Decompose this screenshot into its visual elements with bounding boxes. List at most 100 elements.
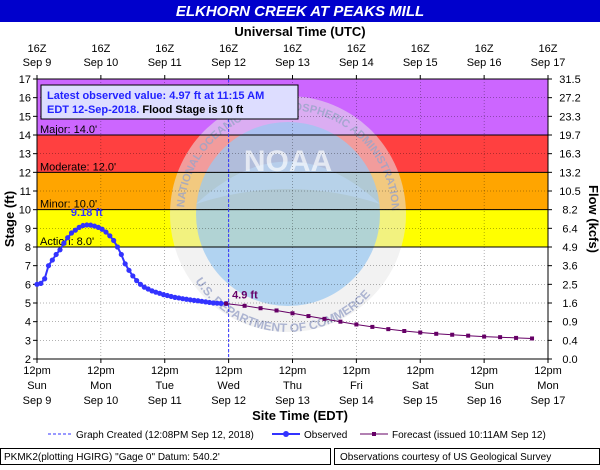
forecast-point (434, 331, 439, 336)
observed-point (210, 300, 216, 306)
observed-point (203, 299, 209, 305)
title-bar (0, 0, 600, 22)
y-tick-label: 17 (19, 74, 31, 86)
bottom-tick-day: Sun (27, 380, 47, 392)
y-tick-label-right: 4.9 (562, 242, 577, 254)
y-tick-label: 4 (25, 317, 31, 329)
footer-credit: Observations courtesy of US Geological S… (340, 452, 551, 463)
forecast-line (226, 303, 533, 339)
bottom-tick-time: 12pm (23, 365, 51, 377)
observed-point (65, 235, 71, 241)
top-tick-date: Sep 9 (23, 57, 52, 69)
forecast-point (274, 308, 279, 313)
forecast-point (322, 316, 327, 321)
latest-value-box: Latest observed value: 4.97 ft at 11:15 … (40, 84, 299, 120)
top-tick-date: Sep 13 (275, 57, 310, 69)
bottom-tick-day: Mon (90, 380, 111, 392)
observed-point (103, 229, 109, 235)
top-tick-hour: 16Z (155, 43, 174, 55)
bottom-tick-date: Sep 16 (467, 395, 502, 407)
observed-point (187, 297, 193, 303)
bottom-tick-time: 12pm (151, 365, 179, 377)
observed-point (42, 276, 48, 282)
observed-point (61, 240, 67, 246)
observed-point (134, 278, 140, 284)
forecast-point (290, 311, 295, 316)
latest-value-date: EDT 12-Sep-2018. (47, 104, 139, 116)
forecast-point (386, 327, 391, 332)
y-tick-label-right: 6.4 (562, 223, 577, 235)
y-tick-label-right: 0.0 (562, 354, 577, 366)
bottom-tick-time: 12pm (534, 365, 562, 377)
data-series (34, 79, 535, 359)
bottom-tick-day: Tue (155, 380, 174, 392)
bottom-tick-time: 12pm (279, 365, 307, 377)
top-axis-label: Universal Time (UTC) (234, 24, 365, 39)
forecast-point (370, 324, 375, 329)
observed-point (84, 222, 90, 228)
bottom-tick-time: 12pm (215, 365, 243, 377)
top-tick-date: Sep 14 (339, 57, 374, 69)
top-tick-hour: 16Z (411, 43, 430, 55)
observed-point (206, 299, 213, 306)
footer-datum: PKMK2(plotting HGIRG) "Gage 0" Datum: 54… (4, 452, 220, 463)
bottom-tick-time: 12pm (406, 365, 434, 377)
flood-stage-text: Flood Stage is 10 ft (139, 104, 243, 116)
y-tick-label-right: 31.5 (559, 74, 580, 86)
y-tick-label: 6 (25, 279, 31, 291)
top-tick-hour: 16Z (219, 43, 238, 55)
y-tick-label: 13 (19, 149, 31, 161)
y-tick-label: 10 (19, 205, 31, 217)
y-tick-label: 8 (25, 242, 31, 254)
watermark-globe (196, 122, 380, 306)
bottom-tick-date: Sep 11 (148, 395, 182, 407)
bottom-tick-day: Sun (474, 380, 494, 392)
forecast-point (498, 335, 503, 340)
flood-zone-labels: Action: 8.0' Minor: 10.0' Moderate: 12.0' M… (40, 124, 116, 248)
flood-zone-label-action: Action: 8.0' (40, 236, 94, 248)
latest-value-line2: EDT 12-Sep-2018. Flood Stage is 10 ft (47, 104, 244, 116)
bottom-tick-date: Sep 12 (211, 395, 246, 407)
y-tick-label-right: 0.4 (562, 335, 577, 347)
observed-point (53, 251, 59, 258)
legend-forecast-text: Forecast (issued 10:11AM Sep 12) (392, 430, 546, 441)
flood-zone-label-minor: Minor: 10.0' (40, 199, 97, 211)
y-tick-label-right: 3.6 (562, 261, 577, 273)
y-tick-label: 12 (19, 167, 31, 179)
bottom-tick-date: Sep 15 (403, 395, 438, 407)
y-tick-label-right: 19.7 (559, 130, 580, 142)
observed-point (57, 247, 63, 253)
forecast-point (306, 314, 311, 319)
latest-value-line1: Latest observed value: 4.97 ft at 11:15 … (47, 90, 264, 102)
observed-point (114, 244, 121, 250)
y-tick-label-right: 23.3 (559, 111, 580, 123)
legend-observed-marker (283, 431, 289, 437)
top-tick-hour: 16Z (91, 43, 110, 55)
y-tick-label: 15 (19, 111, 31, 123)
forecast-point (466, 333, 471, 338)
y-tick-label: 11 (20, 186, 31, 198)
y-tick-label-right: 0.9 (562, 317, 577, 329)
bottom-tick-time: 12pm (87, 365, 115, 377)
bottom-tick-date: Sep 10 (83, 395, 118, 407)
y-tick-label: 16 (19, 93, 31, 105)
forecast-point (418, 330, 423, 335)
annotations: 9.18 ft 4.9 ft (71, 207, 258, 302)
bottom-tick-day: Thu (283, 380, 302, 392)
axes: 2 3 4 5 6 7 8 9 10 11 12 13 14 15 16 17 0.0 0.4 0.9 1.6 2.5 3… (19, 43, 581, 407)
forecast-point (258, 306, 263, 311)
legend-forecast-marker (372, 432, 376, 436)
forecast-point (354, 322, 359, 327)
observed-point (111, 237, 117, 244)
observed-point (214, 300, 220, 306)
observed-point (72, 227, 78, 233)
observed-point (38, 280, 44, 286)
observed-point (191, 297, 197, 303)
observed-point (137, 281, 144, 287)
bottom-tick-day: Wed (217, 380, 239, 392)
observed-point (199, 298, 205, 304)
y-tick-label-right: 1.6 (562, 298, 577, 310)
y-tick-label-right: 27.2 (559, 93, 580, 105)
observed-point (183, 296, 190, 302)
